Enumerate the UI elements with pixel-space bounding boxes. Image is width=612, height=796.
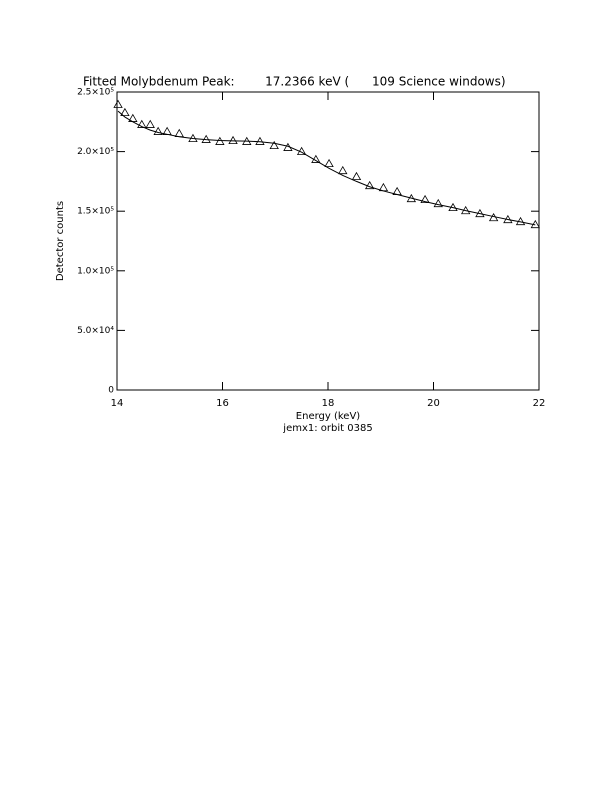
x-axis-label: Energy (keV) [296,411,361,422]
y-axis-label: Detector counts [55,201,66,281]
y-tick-label: 5.0×10⁴ [77,326,114,336]
data-point [324,158,334,168]
data-point [351,171,362,181]
x-tick-label: 14 [111,398,124,409]
y-tick-label: 0 [108,386,114,396]
x-tick-label: 20 [427,398,440,409]
data-point [420,194,430,204]
y-tick-label: 1.0×10⁵ [77,266,114,276]
data-point [269,140,279,150]
data-point [215,136,225,145]
data-point [153,126,163,135]
fit-line [117,110,536,226]
x-tick-label: 22 [533,398,546,409]
data-point [137,119,147,128]
y-tick-label: 2.0×10⁵ [77,147,114,157]
chart-title: Fitted Molybdenum Peak: 17.2366 keV ( 10… [83,75,506,89]
y-tick-label: 2.5×10⁵ [77,88,114,98]
data-point [228,135,238,145]
data-point [255,136,265,145]
data-point [433,198,443,208]
x-tick-label: 16 [216,398,229,409]
data-point [113,99,123,108]
data-point [120,107,130,117]
data-point [338,165,348,175]
y-tick-label: 1.5×10⁵ [77,207,114,217]
subtitle: jemx1: orbit 0385 [282,423,372,434]
x-tick-label: 18 [322,398,335,409]
data-point [145,119,155,128]
data-point [364,180,375,190]
